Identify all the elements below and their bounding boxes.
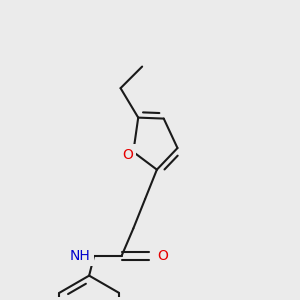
Text: O: O bbox=[157, 249, 168, 263]
Text: NH: NH bbox=[69, 249, 90, 263]
Text: O: O bbox=[122, 148, 133, 162]
